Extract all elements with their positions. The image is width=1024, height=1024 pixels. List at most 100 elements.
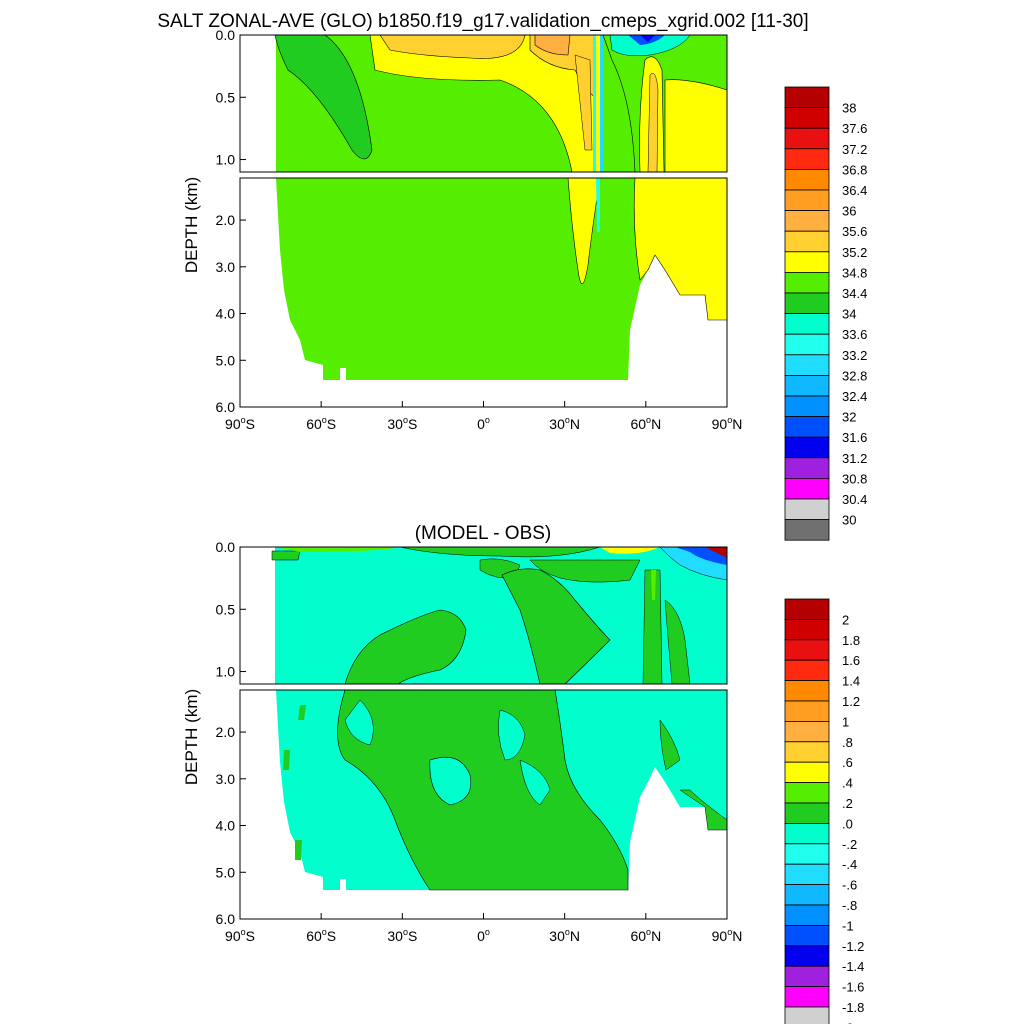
colorbar-label: -1.4 [842, 959, 864, 974]
colorbar-label: -.6 [842, 878, 857, 893]
colorbar-swatch [784, 374, 830, 397]
colorbar-label: 36.4 [842, 183, 867, 198]
x-tick-label: 30oS [387, 927, 417, 944]
y-tick-label: 6.0 [216, 911, 236, 927]
colorbar-label: 1.6 [842, 653, 860, 668]
colorbar-label: 1.2 [842, 694, 860, 709]
colorbar-swatch [784, 986, 830, 1008]
x-tick-label: 90oN [712, 415, 743, 432]
colorbar-swatch [784, 782, 830, 804]
x-tick-label: 60oS [306, 927, 336, 944]
colorbar-swatch [784, 313, 830, 335]
y-tick-label: 0.0 [216, 27, 236, 43]
x-tick-label: 90oS [225, 415, 255, 432]
colorbar-swatch [784, 333, 830, 356]
y-tick-label: 0.5 [216, 601, 236, 617]
x-tick-label: 60oS [306, 415, 336, 432]
colorbar-label: 1 [842, 714, 849, 729]
y-tick-label: 6.0 [216, 399, 236, 415]
colorbar-swatch [784, 148, 830, 170]
x-tick-label: 90oS [225, 927, 255, 944]
colorbar-swatch [784, 680, 830, 702]
x-tick-label: 0o [477, 927, 490, 944]
colorbar-swatch [784, 700, 830, 722]
colorbar-swatch [784, 659, 830, 682]
colorbar-swatch [784, 823, 830, 845]
colorbar-label: -.4 [842, 857, 857, 872]
x-tick-label: 90oN [712, 927, 743, 944]
colorbar-swatch [784, 741, 830, 763]
colorbar-label: -1.6 [842, 980, 864, 995]
colorbar-swatch [784, 477, 830, 500]
colorbar-label: 36 [842, 204, 856, 219]
colorbar-swatch [784, 230, 830, 253]
colorbar-label: -1 [842, 918, 854, 933]
colorbar-label: 32.8 [842, 368, 867, 383]
panel2-lower-field [240, 690, 727, 919]
colorbar-label: 30.4 [842, 492, 867, 507]
panel1-x-ticks: 90oS 60oS 30oS 0o 30oN 60oN 90oN [225, 401, 742, 432]
colorbar-swatch [784, 107, 830, 129]
y-tick-label: 5.0 [216, 864, 236, 880]
panel2-colorbar: 21.81.61.41.21.8.6.4.2.0-.2-.4-.6-.8-1-1… [784, 598, 864, 1024]
panel2-upper-frame [239, 546, 728, 685]
y-tick-label: 3.0 [216, 771, 236, 787]
colorbar-label: 35.6 [842, 224, 867, 239]
colorbar-swatch [784, 436, 830, 459]
colorbar-label: 33.2 [842, 348, 867, 363]
panel2-ylabel: DEPTH (km) [182, 689, 201, 785]
colorbar-swatch [784, 354, 830, 376]
colorbar-label: .2 [842, 796, 853, 811]
colorbar-label: -2 [842, 1020, 854, 1024]
panel1-title: SALT ZONAL-AVE (GLO) b1850.f19_g17.valid… [157, 11, 808, 32]
colorbar-swatch [784, 863, 830, 886]
y-tick-label: 4.0 [216, 818, 236, 834]
y-tick-label: 0.5 [216, 89, 236, 105]
colorbar-label: 38 [842, 101, 856, 116]
colorbar-swatch [784, 86, 830, 109]
colorbar-swatch [784, 802, 830, 824]
y-tick-label: 1.0 [216, 152, 236, 168]
colorbar-label: 1.4 [842, 674, 860, 689]
colorbar-swatch [784, 1006, 830, 1024]
panel2-x-ticks: 90oS 60oS 30oS 0o 30oN 60oN 90oN [225, 913, 742, 944]
panel1-ylabel: DEPTH (km) [182, 177, 201, 273]
colorbar-label: 37.2 [842, 142, 867, 157]
colorbar-swatch [784, 457, 830, 479]
panel1-upper-frame [239, 34, 728, 173]
colorbar-swatch [784, 168, 830, 191]
panel1-colorbar: 38 37.6 37.2 36.8 36.4 36 35.6 35.2 34.8 34.4 34 33… [784, 86, 867, 541]
colorbar-label: 34.4 [842, 286, 867, 301]
colorbar-label: 31.2 [842, 451, 867, 466]
colorbar-label: .6 [842, 755, 853, 770]
colorbar-label: 1.8 [842, 633, 860, 648]
colorbar-label: -1.8 [842, 1000, 864, 1015]
x-tick-label: 30oN [549, 415, 580, 432]
panel2-upper-field [240, 547, 727, 684]
x-tick-label: 30oS [387, 415, 417, 432]
colorbar-label: 31.6 [842, 430, 867, 445]
panel1-lower-field [240, 178, 727, 407]
y-tick-label: 2.0 [216, 724, 236, 740]
y-tick-label: 0.0 [216, 539, 236, 555]
colorbar-label: 35.2 [842, 245, 867, 260]
y-tick-label: 1.0 [216, 664, 236, 680]
colorbar-swatch [784, 416, 830, 438]
colorbar-swatch [784, 519, 830, 541]
colorbar-swatch [784, 945, 830, 967]
colorbar-label: 32.4 [842, 389, 867, 404]
colorbar-swatch [784, 395, 830, 418]
panel1-upper-field [240, 35, 727, 172]
colorbar-label: .8 [842, 735, 853, 750]
colorbar-swatch [784, 189, 830, 212]
colorbar-label: 36.8 [842, 162, 867, 177]
colorbar-label: .0 [842, 816, 853, 831]
panel1-y-ticks: 0.0 0.5 1.0 2.0 3.0 4.0 5.0 6.0 [216, 27, 246, 415]
x-tick-label: 30oN [549, 927, 580, 944]
colorbar-label: 37.6 [842, 121, 867, 136]
colorbar-swatch [784, 884, 830, 906]
x-tick-label: 0o [477, 415, 490, 432]
colorbar-label: 33.6 [842, 327, 867, 342]
y-tick-label: 3.0 [216, 259, 236, 275]
